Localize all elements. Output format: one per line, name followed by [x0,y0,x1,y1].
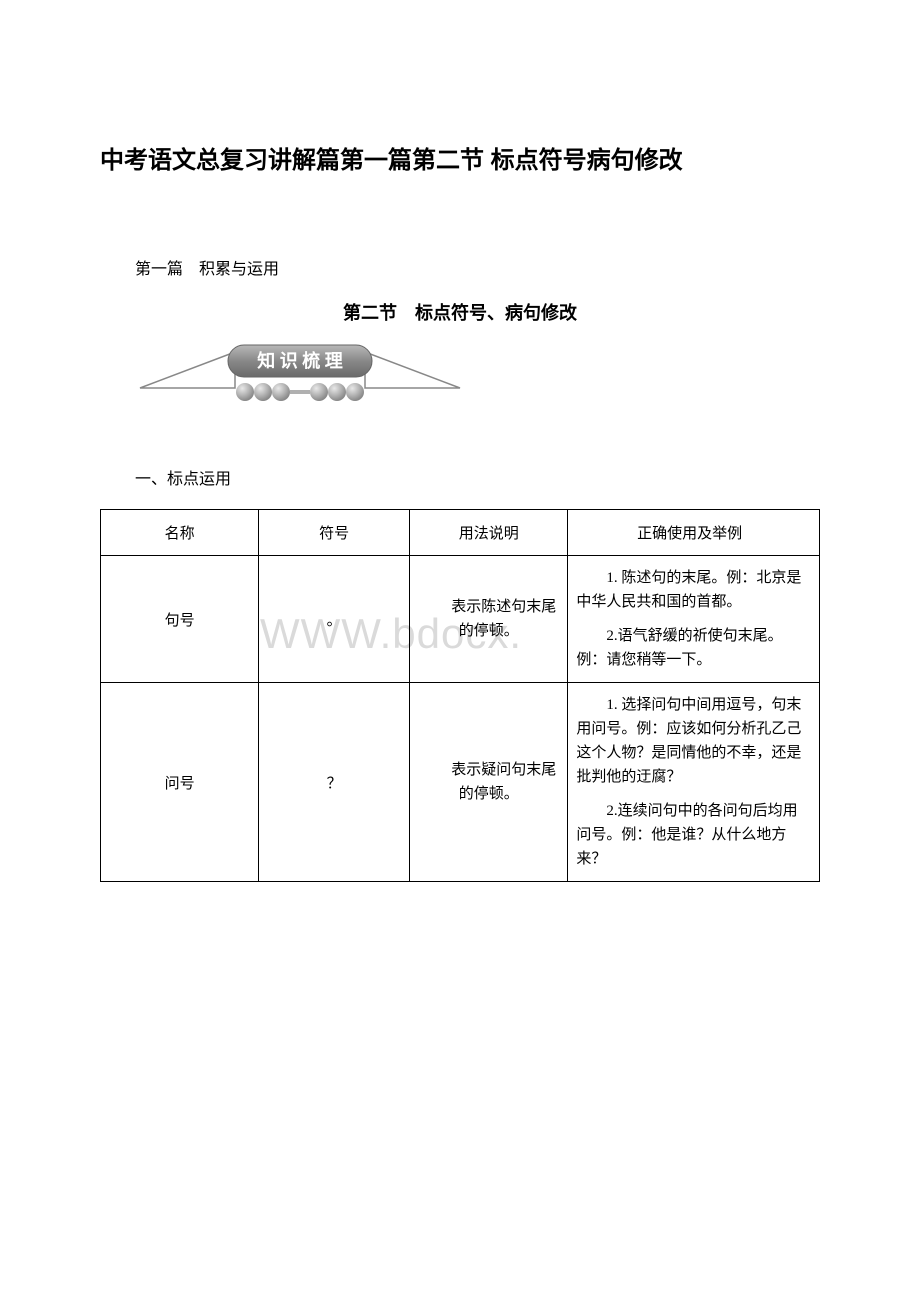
subtitle-section: 第二节 标点符号、病句修改 [100,299,820,325]
example-text: 1. 选择问句中间用逗号，句末用问号。例：应该如何分析孔乙己这个人物？是同情他的… [576,693,811,789]
cell-usage: 表示疑问句末尾的停顿。 [410,683,568,882]
header-name: 名称 [101,510,259,556]
cell-example: 1. 选择问句中间用逗号，句末用问号。例：应该如何分析孔乙己这个人物？是同情他的… [568,683,820,882]
punctuation-table: 名称 符号 用法说明 正确使用及举例 句号 。 表示陈述句末尾的停顿。 1. 陈… [100,509,820,882]
banner-graphic: 知 识 梳 理 [130,340,470,415]
main-title: 中考语文总复习讲解篇第一篇第二节 标点符号病句修改 [100,140,820,175]
banner-balls [236,383,364,401]
table-row: 问号 ？ 表示疑问句末尾的停顿。 1. 选择问句中间用逗号，句末用问号。例：应该… [101,683,820,882]
example-text: 2.语气舒缓的祈使句末尾。例：请您稍等一下。 [576,624,811,672]
cell-usage: 表示陈述句末尾的停顿。 [410,556,568,683]
header-usage: 用法说明 [410,510,568,556]
example-text: 2.连续问句中的各问句后均用问号。例：他是谁？从什么地方来？ [576,799,811,871]
cell-symbol: ？ [259,683,410,882]
header-symbol: 符号 [259,510,410,556]
table-row: 句号 。 表示陈述句末尾的停顿。 1. 陈述句的末尾。例：北京是中华人民共和国的… [101,556,820,683]
section-heading: 一、标点运用 [135,465,820,489]
cell-name: 问号 [101,683,259,882]
subtitle-chapter: 第一篇 积累与运用 [135,255,820,279]
cell-example: 1. 陈述句的末尾。例：北京是中华人民共和国的首都。 2.语气舒缓的祈使句末尾。… [568,556,820,683]
banner-text: 知 识 梳 理 [257,350,343,371]
header-example: 正确使用及举例 [568,510,820,556]
example-text: 1. 陈述句的末尾。例：北京是中华人民共和国的首都。 [576,566,811,614]
table-header-row: 名称 符号 用法说明 正确使用及举例 [101,510,820,556]
cell-name: 句号 [101,556,259,683]
cell-symbol: 。 [259,556,410,683]
